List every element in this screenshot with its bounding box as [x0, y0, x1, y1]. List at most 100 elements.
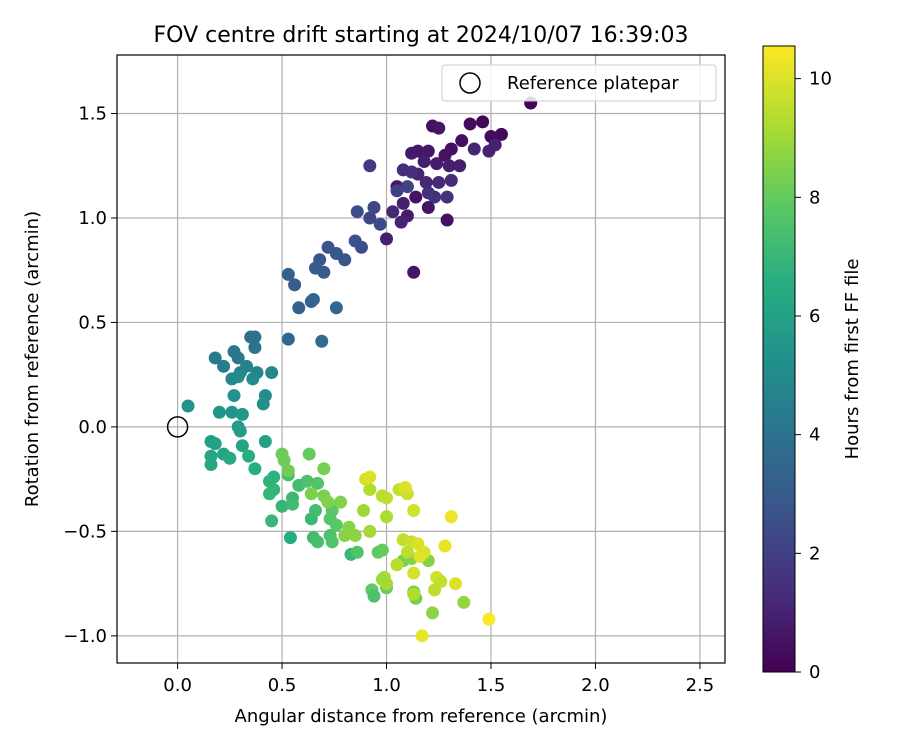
data-point [363, 159, 377, 173]
data-point [225, 405, 239, 419]
y-tick-label: 0.0 [78, 417, 107, 438]
y-tick-label: 1.5 [78, 104, 107, 125]
data-point [329, 301, 343, 315]
data-point [428, 190, 442, 204]
data-point [476, 115, 490, 129]
data-point [380, 491, 394, 505]
data-point [281, 267, 295, 281]
data-point [208, 437, 222, 451]
data-point [430, 157, 444, 171]
y-ticks: −1.0 −0.5 0.0 0.5 1.0 1.5 [63, 104, 117, 647]
data-point [444, 173, 458, 187]
data-point [311, 535, 325, 549]
data-point [413, 549, 427, 563]
data-point [258, 435, 272, 449]
data-point [208, 351, 222, 365]
x-tick-label: 0.5 [268, 675, 297, 696]
colorbar-tick-label: 0 [809, 662, 820, 683]
y-tick-label: 1.0 [78, 208, 107, 229]
data-point [281, 464, 295, 478]
chart-title: FOV centre drift starting at 2024/10/07 … [154, 23, 689, 48]
data-point [248, 330, 262, 344]
reference-point-marker [166, 416, 189, 438]
data-point [405, 146, 419, 160]
data-point [348, 529, 362, 543]
data-point [223, 451, 237, 465]
colorbar-ticks: 0 2 4 6 8 10 [795, 69, 832, 683]
data-point [265, 514, 279, 528]
colorbar-gradient [762, 45, 796, 673]
colorbar-tick-label: 6 [809, 306, 820, 327]
colorbar-label: Hours from first FF file [842, 259, 863, 460]
data-point [357, 503, 371, 517]
data-point [440, 213, 454, 227]
data-point [428, 583, 442, 597]
data-point [300, 474, 314, 488]
data-point [417, 155, 431, 169]
data-point [233, 424, 247, 438]
data-point [453, 159, 467, 173]
data-point [394, 215, 408, 229]
data-point [304, 487, 318, 501]
data-point [317, 462, 331, 476]
data-point [308, 503, 322, 517]
data-point [400, 545, 414, 559]
plot-area: 0.0 0.5 1.0 1.5 2.0 2.5 −1.0 −0.5 0.0 0.5 1.0 1.5 [63, 54, 726, 696]
data-point [248, 462, 262, 476]
data-point [277, 453, 291, 467]
data-point [317, 265, 331, 279]
data-point [380, 232, 394, 246]
data-point [407, 566, 421, 580]
data-point [405, 165, 419, 179]
data-point [311, 476, 325, 490]
legend-box [441, 64, 717, 102]
data-point [398, 480, 412, 494]
data-point [286, 497, 300, 511]
data-point [442, 159, 456, 173]
y-tick-label: −1.0 [63, 626, 107, 647]
data-point [390, 558, 404, 572]
data-point [235, 407, 249, 421]
data-point [421, 201, 435, 215]
data-point [375, 543, 389, 557]
data-point [315, 334, 329, 348]
x-tick-label: 1.0 [372, 675, 401, 696]
colorbar-tick-label: 2 [809, 543, 820, 564]
legend-marker [459, 72, 481, 94]
y-tick-label: −0.5 [63, 521, 107, 542]
data-point [248, 341, 262, 355]
data-point [390, 184, 404, 198]
data-point [292, 301, 306, 315]
data-point [438, 148, 452, 162]
data-point [350, 545, 364, 559]
data-point [363, 211, 377, 225]
data-point [265, 366, 279, 380]
colorbar: 0 2 4 6 8 10 Hours from first FF file [762, 45, 863, 683]
data-point [338, 529, 352, 543]
data-point [432, 175, 446, 189]
data-point [407, 265, 421, 279]
data-point [457, 595, 471, 609]
colorbar-tick-label: 10 [809, 69, 832, 90]
data-point [212, 405, 226, 419]
colorbar-tick-label: 8 [809, 187, 820, 208]
data-point [246, 372, 260, 386]
data-point [438, 539, 452, 553]
data-point [363, 524, 377, 538]
data-point [367, 589, 381, 603]
data-point [455, 134, 469, 148]
x-tick-label: 0.0 [163, 675, 192, 696]
data-point [231, 351, 245, 365]
data-point [235, 439, 249, 453]
data-point [302, 447, 316, 461]
data-point [373, 217, 387, 231]
data-point [348, 234, 362, 248]
data-point [448, 577, 462, 591]
data-point [463, 117, 477, 131]
y-tick-label: 0.5 [78, 312, 107, 333]
data-point [306, 292, 320, 306]
y-axis-label: Rotation from reference (arcmin) [22, 211, 43, 507]
data-point [217, 359, 231, 373]
data-point [407, 503, 421, 517]
